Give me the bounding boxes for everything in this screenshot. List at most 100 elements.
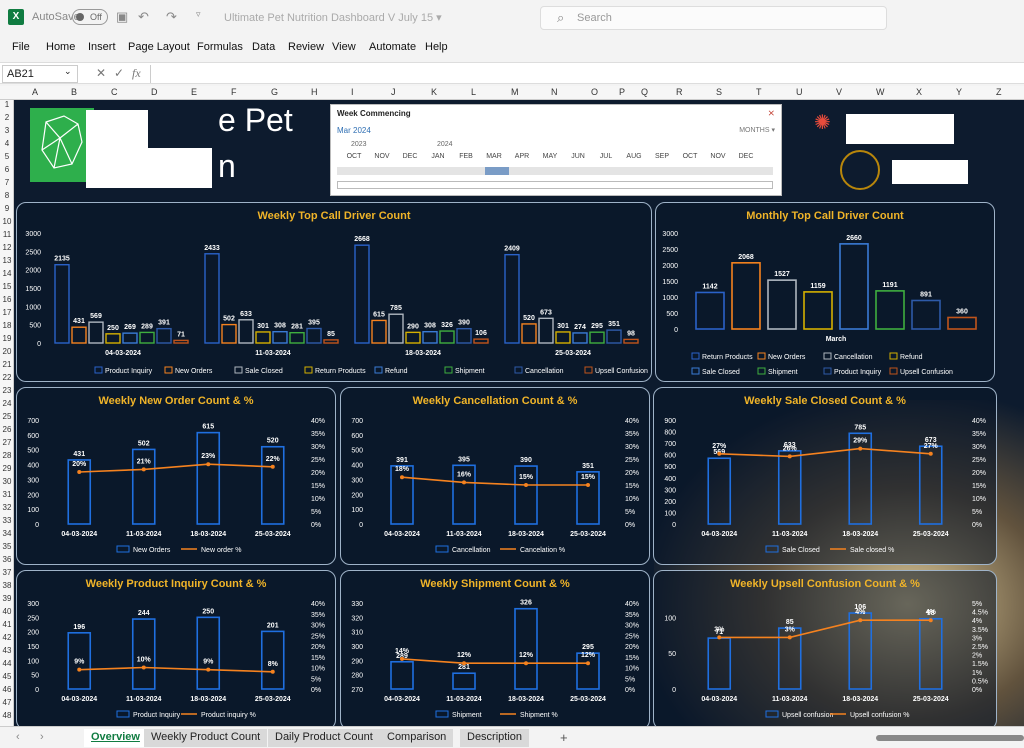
row-header[interactable]: 17 [2, 308, 12, 317]
cancel-icon[interactable]: ✕ [96, 66, 107, 80]
column-header[interactable]: D [151, 87, 158, 97]
menu-item-file[interactable]: File [12, 41, 30, 53]
row-header[interactable]: 4 [4, 139, 10, 148]
slicer-month[interactable]: SEP [654, 153, 669, 160]
sheet-tab-daily-product-count[interactable]: Daily Product Count [268, 729, 380, 747]
column-header[interactable]: R [676, 87, 683, 97]
slicer-month[interactable]: JUL [599, 153, 613, 160]
slicer-timeline[interactable] [337, 167, 773, 175]
slicer-month[interactable]: NOV [374, 153, 390, 160]
row-header[interactable]: 47 [2, 698, 12, 707]
row-header[interactable]: 26 [2, 425, 12, 434]
menu-item-insert[interactable]: Insert [88, 41, 116, 53]
column-header[interactable]: O [591, 87, 599, 97]
row-header[interactable]: 23 [2, 386, 12, 395]
column-header[interactable]: K [431, 87, 438, 97]
column-header[interactable]: Y [956, 87, 963, 97]
column-header[interactable]: P [619, 87, 626, 97]
menu-item-page-layout[interactable]: Page Layout [128, 41, 190, 53]
row-header[interactable]: 31 [2, 490, 12, 499]
prev-sheet-icon[interactable]: ‹ [16, 731, 20, 743]
sheet-tab-weekly-product-count[interactable]: Weekly Product Count [144, 729, 268, 747]
column-header[interactable]: F [231, 87, 237, 97]
column-header[interactable]: U [796, 87, 803, 97]
row-header[interactable]: 28 [2, 451, 12, 460]
slicer-scrollbar[interactable] [337, 181, 773, 189]
column-header[interactable]: H [311, 87, 318, 97]
column-header[interactable]: Z [996, 87, 1002, 97]
sheet-tab-overview[interactable]: Overview [84, 729, 147, 747]
slicer-month[interactable]: MAR [486, 153, 502, 160]
row-header[interactable]: 21 [2, 360, 12, 369]
row-header[interactable]: 42 [2, 633, 12, 642]
column-header[interactable]: W [876, 87, 885, 97]
row-header[interactable]: 3 [4, 126, 10, 135]
row-header[interactable]: 12 [2, 243, 12, 252]
column-header[interactable]: G [271, 87, 279, 97]
formula-input[interactable] [150, 65, 1024, 83]
autosave-toggle[interactable]: Off [72, 9, 108, 25]
next-sheet-icon[interactable]: › [40, 731, 44, 743]
row-header[interactable]: 10 [2, 217, 12, 226]
row-header[interactable]: 11 [2, 230, 12, 239]
menu-item-review[interactable]: Review [288, 41, 325, 53]
column-header[interactable]: A [32, 87, 39, 97]
row-header[interactable]: 1 [4, 100, 10, 109]
slicer-month[interactable]: DEC [738, 153, 754, 160]
column-header[interactable]: V [836, 87, 843, 97]
row-header[interactable]: 37 [2, 568, 12, 577]
menu-item-formulas[interactable]: Formulas [197, 41, 243, 53]
menu-item-data[interactable]: Data [252, 41, 276, 53]
menu-item-view[interactable]: View [332, 41, 356, 53]
row-header[interactable]: 13 [2, 256, 12, 265]
slicer-month[interactable]: FEB [459, 153, 473, 160]
enter-icon[interactable]: ✓ [114, 66, 125, 80]
customize-toolbar-icon[interactable]: ▿ [196, 9, 201, 19]
clear-filter-icon[interactable]: ⨯ [767, 108, 775, 118]
row-header[interactable]: 43 [2, 646, 12, 655]
row-header[interactable]: 22 [2, 373, 12, 382]
slicer-month[interactable]: APR [514, 153, 530, 160]
row-header[interactable]: 29 [2, 464, 12, 473]
slicer-month[interactable]: NOV [710, 153, 726, 160]
row-header[interactable]: 45 [2, 672, 12, 681]
row-header[interactable]: 25 [2, 412, 12, 421]
save-icon[interactable]: ▣ [116, 9, 129, 24]
column-header[interactable]: S [716, 87, 723, 97]
sheet-tab-comparison[interactable]: Comparison [380, 729, 454, 747]
row-header[interactable]: 16 [2, 295, 12, 304]
row-header[interactable]: 32 [2, 503, 12, 512]
chevron-down-icon[interactable]: ⌄ [64, 66, 72, 76]
column-header[interactable]: M [511, 87, 519, 97]
slicer-time-level[interactable]: MONTHS ▾ [739, 127, 775, 134]
row-header[interactable]: 5 [4, 152, 10, 161]
row-header[interactable]: 20 [2, 347, 12, 356]
redo-icon[interactable]: ↷ [166, 9, 177, 24]
column-header[interactable]: L [471, 87, 477, 97]
row-header[interactable]: 7 [4, 178, 10, 187]
row-header[interactable]: 41 [2, 620, 12, 629]
row-header[interactable]: 48 [2, 711, 12, 720]
week-commencing-slicer[interactable]: Week Commencing ⨯ Mar 2024 MONTHS ▾ 2023… [330, 104, 782, 196]
row-header[interactable]: 38 [2, 581, 12, 590]
row-header[interactable]: 2 [4, 113, 10, 122]
horizontal-scrollbar[interactable] [876, 735, 1024, 741]
row-header[interactable]: 24 [2, 399, 12, 408]
menu-item-automate[interactable]: Automate [369, 41, 417, 53]
add-sheet-button[interactable]: + [560, 730, 568, 745]
column-header[interactable]: C [111, 87, 118, 97]
slicer-month[interactable]: DEC [402, 153, 418, 160]
slicer-month[interactable]: MAY [542, 153, 558, 160]
sheet-tab-description[interactable]: Description [460, 729, 530, 747]
row-header[interactable]: 6 [4, 165, 10, 174]
slicer-month[interactable]: JUN [571, 153, 585, 160]
row-header[interactable]: 39 [2, 594, 12, 603]
row-header[interactable]: 35 [2, 542, 12, 551]
document-title[interactable]: Ultimate Pet Nutrition Dashboard V July … [224, 12, 442, 24]
row-header[interactable]: 9 [4, 204, 10, 213]
column-header[interactable]: J [391, 87, 396, 97]
column-header[interactable]: Q [641, 87, 649, 97]
row-header[interactable]: 8 [4, 191, 10, 200]
search-input[interactable]: ⌕ Search [540, 6, 887, 30]
slicer-selection[interactable] [485, 167, 509, 175]
